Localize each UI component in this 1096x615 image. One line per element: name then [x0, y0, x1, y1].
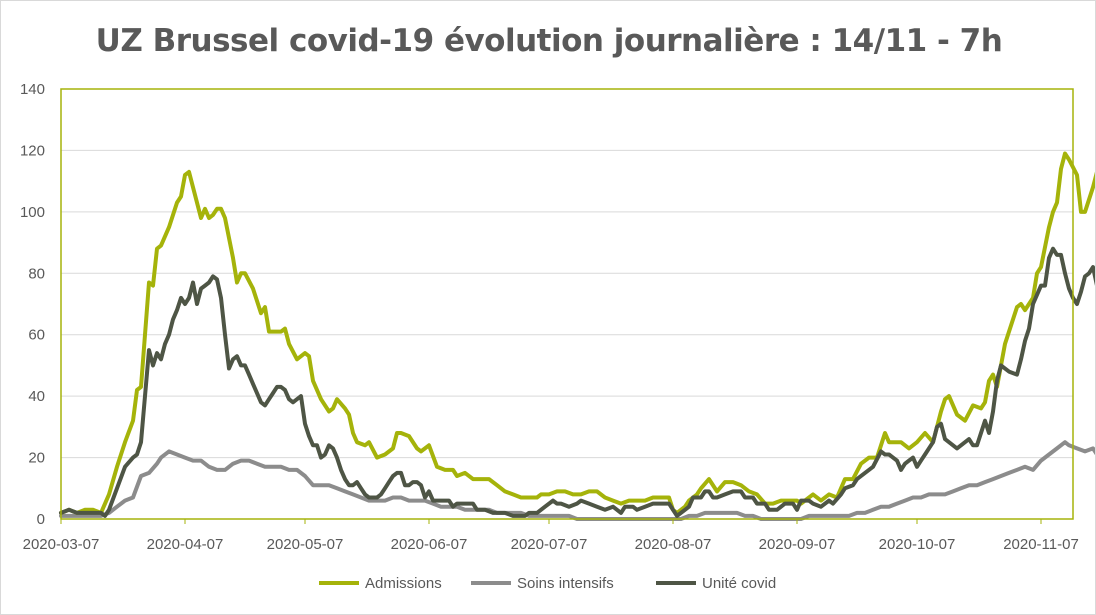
y-tick-label: 100 — [20, 204, 45, 221]
x-tick-label: 2020-07-07 — [511, 536, 588, 553]
y-tick-label: 40 — [28, 388, 45, 405]
x-axis-ticks: 2020-03-07 2020-04-07 2020-05-07 2020-06-07… — [23, 519, 1079, 553]
y-axis-ticks: 0 20 40 60 80 100 120 140 — [20, 81, 45, 528]
plot-border — [60, 88, 1074, 520]
x-tick-label: 2020-09-07 — [759, 536, 836, 553]
chart-title: UZ Brussel covid-19 évolution journalièr… — [95, 23, 1003, 59]
series-lines — [59, 151, 1095, 521]
y-tick-label: 80 — [28, 265, 45, 282]
x-tick-label: 2020-11-07 — [1003, 536, 1079, 553]
gridlines — [61, 149, 1073, 459]
y-tick-label: 120 — [20, 142, 45, 159]
legend: Admissions Soins intensifs Unité covid — [319, 575, 776, 592]
series-line-soins-intensifs — [59, 440, 1095, 521]
x-tick-label: 2020-08-07 — [635, 536, 712, 553]
y-tick-label: 60 — [28, 327, 45, 344]
y-tick-label: 20 — [28, 450, 45, 467]
x-tick-label: 2020-05-07 — [267, 536, 344, 553]
series-line-unit-covid — [59, 246, 1095, 518]
x-tick-label: 2020-04-07 — [147, 536, 224, 553]
legend-label: Admissions — [365, 575, 442, 592]
y-tick-label: 0 — [37, 511, 45, 528]
series-line-admissions — [59, 151, 1095, 515]
x-tick-label: 2020-06-07 — [391, 536, 468, 553]
x-tick-label: 2020-10-07 — [879, 536, 956, 553]
legend-label: Unité covid — [702, 575, 776, 592]
y-tick-label: 140 — [20, 81, 45, 98]
legend-label: Soins intensifs — [517, 575, 614, 592]
x-tick-label: 2020-03-07 — [23, 536, 100, 553]
